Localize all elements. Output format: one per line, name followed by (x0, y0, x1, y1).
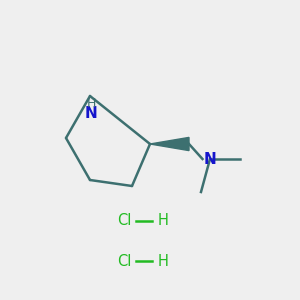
Text: H: H (158, 254, 169, 268)
Text: N: N (85, 106, 98, 122)
Text: Cl: Cl (117, 254, 132, 268)
Text: Cl: Cl (117, 213, 132, 228)
Polygon shape (150, 137, 189, 151)
Text: N: N (204, 152, 216, 166)
Text: H: H (87, 97, 96, 110)
Text: H: H (158, 213, 169, 228)
